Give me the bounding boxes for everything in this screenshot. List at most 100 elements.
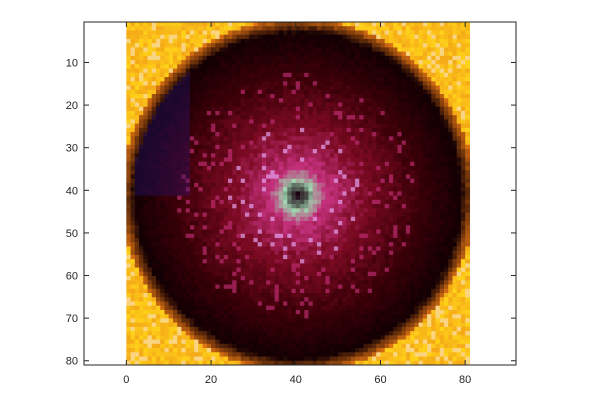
heatmap-cell	[342, 81, 348, 87]
heatmap-cell	[304, 127, 310, 133]
heatmap-cell	[427, 250, 432, 256]
heatmap-cell	[316, 254, 322, 260]
heatmap-cell	[444, 191, 449, 197]
heatmap-cell	[164, 174, 170, 180]
heatmap-cell	[164, 22, 170, 27]
heatmap-cell	[460, 208, 466, 214]
heatmap-cell	[177, 30, 183, 36]
heatmap-cell	[219, 115, 225, 120]
heatmap-cell	[130, 106, 136, 112]
heatmap-cell	[202, 110, 208, 116]
heatmap-cell	[448, 195, 454, 201]
heatmap-cell	[405, 178, 411, 184]
heatmap-cell	[278, 250, 284, 256]
heatmap-cell	[151, 195, 157, 201]
heatmap-cell	[427, 102, 432, 108]
heatmap-cell	[147, 242, 153, 248]
heatmap-cell	[338, 123, 343, 129]
heatmap-cell	[257, 68, 263, 74]
heatmap-cell	[228, 30, 233, 36]
heatmap-cell	[460, 153, 466, 159]
heatmap-cell	[244, 182, 250, 188]
heatmap-cell	[266, 250, 271, 256]
heatmap-cell	[181, 204, 187, 209]
heatmap-cell	[448, 34, 454, 40]
heatmap-cell	[367, 157, 373, 163]
heatmap-cell	[439, 110, 445, 116]
heatmap-cell	[240, 85, 246, 91]
heatmap-cell	[363, 110, 369, 116]
heatmap-cell	[270, 174, 276, 180]
heatmap-cell	[215, 280, 221, 286]
heatmap-cell	[215, 68, 221, 74]
heatmap-cell	[304, 89, 310, 95]
heatmap-cell	[236, 276, 242, 281]
heatmap-cell	[435, 119, 441, 125]
heatmap-cell	[372, 115, 377, 120]
heatmap-cell	[270, 280, 276, 286]
heatmap-cell	[177, 259, 183, 264]
heatmap-cell	[270, 225, 276, 231]
heatmap-cell	[143, 51, 149, 57]
heatmap-cell	[283, 246, 288, 252]
heatmap-cell	[355, 170, 360, 176]
heatmap-cell	[350, 149, 356, 154]
heatmap-cell	[253, 263, 259, 269]
heatmap-cell	[435, 229, 441, 235]
heatmap-cell	[448, 216, 454, 222]
heatmap-cell	[355, 119, 360, 125]
heatmap-cell	[168, 51, 174, 57]
heatmap-cell	[359, 187, 365, 192]
heatmap-cell	[126, 85, 132, 91]
heatmap-cell	[181, 144, 187, 150]
heatmap-cell	[295, 237, 301, 243]
heatmap-cell	[134, 208, 140, 214]
heatmap-cell	[350, 30, 356, 36]
heatmap-cell	[422, 77, 428, 82]
heatmap-cell	[287, 38, 293, 44]
heatmap-cell	[342, 72, 348, 78]
heatmap-cell	[346, 271, 352, 277]
heatmap-cell	[240, 229, 246, 235]
heatmap-cell	[249, 43, 255, 48]
heatmap-cell	[228, 246, 233, 252]
heatmap-cell	[393, 267, 399, 273]
heatmap-cell	[363, 43, 369, 48]
heatmap-cell	[444, 55, 449, 61]
heatmap-cell	[130, 144, 136, 150]
heatmap-cell	[355, 254, 360, 260]
heatmap-cell	[270, 77, 276, 82]
heatmap-cell	[372, 55, 377, 61]
heatmap-cell	[287, 233, 293, 239]
heatmap-cell	[448, 77, 454, 82]
heatmap-cell	[393, 64, 399, 70]
heatmap-cell	[274, 216, 280, 222]
heatmap-cell	[194, 149, 199, 154]
heatmap-cell	[401, 132, 407, 137]
heatmap-cell	[401, 259, 407, 264]
heatmap-cell	[202, 221, 208, 226]
heatmap-cell	[342, 127, 348, 133]
heatmap-cell	[202, 38, 208, 44]
heatmap-cell	[384, 191, 390, 197]
heatmap-cell	[300, 280, 305, 286]
heatmap-cell	[384, 250, 390, 256]
heatmap-cell	[435, 72, 441, 78]
heatmap-cell	[448, 68, 454, 74]
heatmap-cell	[359, 242, 365, 248]
heatmap-cell	[291, 187, 297, 192]
heatmap-cell	[253, 149, 259, 154]
heatmap-cell	[308, 51, 314, 57]
heatmap-cell	[397, 68, 403, 74]
heatmap-cell	[185, 212, 191, 218]
heatmap-cell	[372, 136, 377, 142]
heatmap-cell	[270, 85, 276, 91]
heatmap-cell	[244, 276, 250, 281]
heatmap-cell	[431, 267, 437, 273]
heatmap-cell	[376, 89, 382, 95]
heatmap-cell	[130, 195, 136, 201]
heatmap-cell	[253, 102, 259, 108]
heatmap-cell	[172, 229, 178, 235]
heatmap-cell	[401, 229, 407, 235]
